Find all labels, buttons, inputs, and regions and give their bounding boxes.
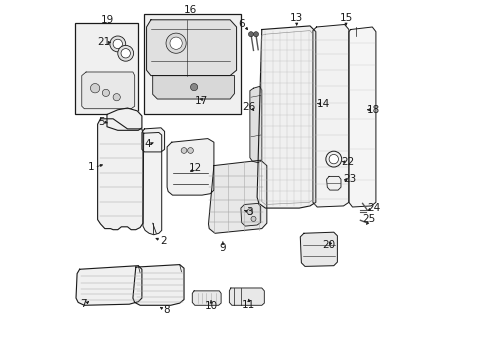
Polygon shape [241,203,260,226]
Polygon shape [133,265,183,305]
Text: 3: 3 [246,207,253,217]
Circle shape [328,154,338,164]
Polygon shape [257,26,315,208]
Text: 6: 6 [238,19,244,30]
Circle shape [90,84,100,93]
Polygon shape [167,139,213,195]
Polygon shape [146,20,236,76]
Polygon shape [312,24,348,207]
Polygon shape [152,76,234,99]
Circle shape [166,33,186,53]
Polygon shape [76,266,142,305]
Circle shape [110,36,125,52]
Bar [75,23,138,114]
Circle shape [250,216,256,221]
Bar [144,14,241,114]
Text: 9: 9 [219,243,226,253]
Text: 21: 21 [97,37,110,48]
Text: 15: 15 [339,13,352,23]
Polygon shape [326,176,340,190]
Circle shape [118,45,133,61]
Text: 1: 1 [88,162,95,172]
Text: 7: 7 [80,299,87,309]
Text: 11: 11 [242,300,255,310]
Polygon shape [142,132,162,235]
Text: 20: 20 [321,240,334,250]
Circle shape [246,209,252,215]
Polygon shape [98,119,142,230]
Text: 22: 22 [341,157,354,167]
Text: 25: 25 [361,214,375,224]
Circle shape [181,148,186,153]
Text: 12: 12 [189,163,202,174]
Polygon shape [229,288,264,305]
Text: 24: 24 [366,203,379,213]
Polygon shape [192,291,221,305]
Text: 17: 17 [194,96,207,106]
Circle shape [170,37,182,49]
Text: 2: 2 [160,236,166,246]
Text: 16: 16 [183,5,197,15]
Circle shape [325,151,341,167]
Text: 18: 18 [366,105,379,115]
Text: 13: 13 [289,13,303,23]
Circle shape [253,32,258,37]
Circle shape [190,84,197,91]
Polygon shape [249,86,261,163]
Text: 26: 26 [242,102,255,112]
Circle shape [113,94,120,101]
Polygon shape [107,108,142,130]
Circle shape [113,39,122,49]
Polygon shape [208,160,266,233]
Text: 14: 14 [316,99,329,109]
Circle shape [187,148,193,153]
Text: 19: 19 [100,15,113,25]
Polygon shape [348,27,375,207]
Text: 8: 8 [163,305,169,315]
Polygon shape [300,232,337,266]
Circle shape [102,89,109,96]
Text: 4: 4 [143,139,150,149]
Text: 5: 5 [98,117,105,127]
Circle shape [248,32,253,37]
Polygon shape [81,72,134,109]
Circle shape [121,49,130,58]
Polygon shape [142,128,164,152]
Text: 23: 23 [343,174,356,184]
Text: 10: 10 [204,301,217,311]
